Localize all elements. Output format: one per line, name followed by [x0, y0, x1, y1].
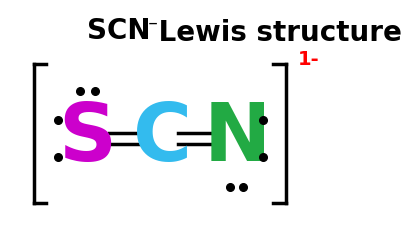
- Text: SCN: SCN: [87, 17, 150, 45]
- Text: S: S: [59, 100, 116, 178]
- Text: N: N: [203, 100, 271, 178]
- Text: 1-: 1-: [298, 50, 319, 69]
- Text: C: C: [133, 100, 192, 178]
- Text: ⁻: ⁻: [148, 17, 158, 36]
- Text: Lewis structure: Lewis structure: [149, 19, 402, 47]
